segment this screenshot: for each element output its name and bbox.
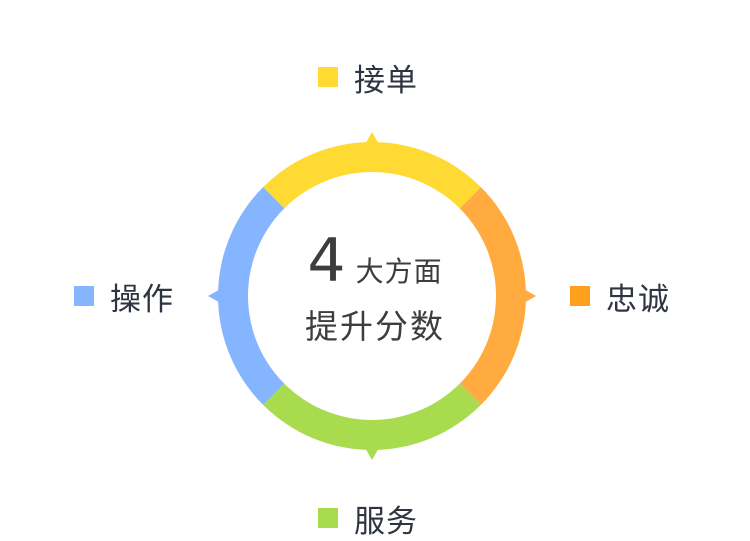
ring-segments — [218, 142, 526, 450]
legend-label-left: 操作 — [110, 281, 174, 318]
legend-label-top: 接单 — [354, 62, 418, 99]
center-headline-text: 大方面 — [355, 255, 443, 288]
legend-swatch-right — [570, 286, 590, 306]
legend-item-left: 操作 — [74, 276, 174, 318]
legend-label-bottom: 服务 — [354, 503, 418, 540]
center-subtitle: 提升分数 — [305, 307, 445, 346]
ring-pointer-bottom — [365, 447, 379, 460]
ring-markers — [208, 132, 536, 460]
legend-label-right: 忠诚 — [606, 281, 670, 318]
ring-segment-bottom — [263, 383, 481, 450]
center-headline: 4 大方面 — [272, 226, 478, 296]
center-number: 4 — [307, 226, 346, 296]
legend-swatch-bottom — [318, 508, 338, 528]
ring-segment-right — [459, 187, 526, 405]
ring-segment-left — [218, 187, 285, 405]
ring-pointer-top — [365, 132, 379, 145]
legend-item-top: 接单 — [318, 57, 418, 99]
legend-swatch-top — [318, 67, 338, 87]
legend-item-right: 忠诚 — [570, 276, 670, 318]
ring-pointer-right — [523, 289, 536, 303]
legend-item-bottom: 服务 — [318, 498, 418, 540]
ring-pointer-left — [208, 289, 221, 303]
legend-swatch-left — [74, 286, 94, 306]
ring-segment-top — [263, 142, 481, 209]
